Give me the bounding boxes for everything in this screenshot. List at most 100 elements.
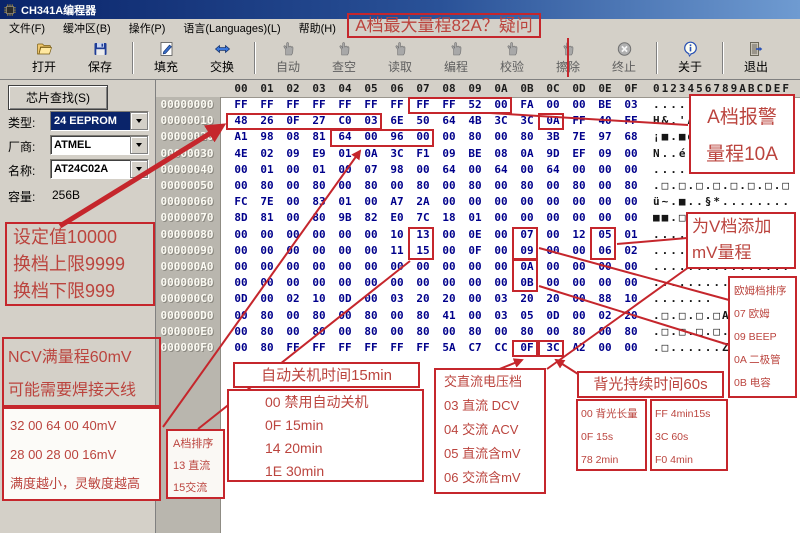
menu-file[interactable]: 文件(F) — [9, 23, 46, 35]
hex-byte[interactable]: 05 — [598, 227, 612, 241]
hex-byte[interactable]: 11 — [390, 243, 404, 257]
hex-byte[interactable]: 00 — [546, 211, 560, 225]
hex-byte[interactable]: 00 — [572, 260, 586, 273]
hex-byte[interactable]: 00 — [338, 324, 352, 338]
hex-byte[interactable]: 01 — [338, 146, 352, 160]
hex-byte[interactable]: 26 — [260, 114, 274, 128]
hex-byte[interactable]: 07 — [520, 227, 534, 241]
hex-byte[interactable]: 00 — [468, 162, 482, 176]
hex-ascii[interactable]: ü~.■..§*........ — [653, 195, 791, 209]
hex-byte[interactable]: 80 — [364, 324, 378, 338]
hex-byte[interactable]: 10 — [312, 292, 326, 306]
hex-byte[interactable]: 80 — [312, 308, 326, 322]
hex-byte[interactable]: 0D — [234, 292, 248, 306]
hex-byte[interactable]: A1 — [234, 130, 248, 144]
hex-byte[interactable]: 00 — [286, 195, 300, 209]
hex-byte[interactable]: FF — [234, 98, 248, 111]
hex-byte[interactable]: 00 — [338, 260, 352, 273]
hex-byte[interactable]: 03 — [494, 292, 508, 306]
hex-byte[interactable]: 00 — [260, 276, 274, 290]
hex-byte[interactable]: 00 — [286, 162, 300, 176]
hex-byte[interactable]: 00 — [442, 276, 456, 290]
hex-byte[interactable]: 0D — [546, 308, 560, 322]
hex-byte[interactable]: 00 — [468, 260, 482, 273]
hex-byte[interactable]: 00 — [234, 243, 248, 257]
hex-byte[interactable]: 64 — [442, 114, 456, 128]
hex-byte[interactable]: 00 — [260, 260, 274, 273]
hex-byte[interactable]: 27 — [312, 114, 326, 128]
hex-byte[interactable]: 80 — [364, 308, 378, 322]
hex-byte[interactable]: 81 — [312, 130, 326, 144]
hex-byte[interactable]: 9D — [546, 146, 560, 160]
hex-byte[interactable]: 3C — [494, 114, 508, 128]
swap-button[interactable]: 交换 — [194, 41, 250, 75]
hex-byte[interactable]: 40 — [598, 114, 612, 128]
hex-byte[interactable]: 20 — [416, 292, 430, 306]
hex-byte[interactable]: 00 — [520, 162, 534, 176]
hex-byte[interactable]: 0F — [468, 243, 482, 257]
hex-byte[interactable]: 00 — [572, 276, 586, 290]
hex-byte[interactable]: 00 — [286, 308, 300, 322]
hex-byte[interactable]: 00 — [442, 324, 456, 338]
hex-byte[interactable]: 00 — [598, 211, 612, 225]
chip-name-select[interactable]: AT24C02A — [50, 159, 149, 179]
hex-byte[interactable]: 00 — [442, 195, 456, 209]
hex-byte[interactable]: EF — [572, 146, 586, 160]
hex-byte[interactable]: 01 — [312, 162, 326, 176]
hex-byte[interactable]: 64 — [442, 162, 456, 176]
hex-byte[interactable]: 00 — [390, 276, 404, 290]
hex-byte[interactable]: 03 — [624, 98, 638, 111]
hex-byte[interactable]: 80 — [416, 308, 430, 322]
hex-byte[interactable]: 12 — [572, 227, 586, 241]
hex-byte[interactable]: 00 — [598, 324, 612, 338]
hex-byte[interactable]: BE — [468, 146, 482, 160]
hex-byte[interactable]: 00 — [364, 243, 378, 257]
hex-byte[interactable]: 0A — [520, 260, 534, 273]
hex-byte[interactable]: FF — [338, 341, 352, 354]
hex-byte[interactable]: 00 — [416, 130, 430, 144]
hex-byte[interactable]: A7 — [390, 195, 404, 209]
hex-byte[interactable]: 41 — [442, 308, 456, 322]
hex-ascii[interactable]: ¡■.■d.■..□.□;~■h — [653, 130, 791, 144]
hex-byte[interactable]: 81 — [260, 211, 274, 225]
hex-byte[interactable]: FF — [338, 98, 352, 111]
hex-byte[interactable]: 00 — [338, 276, 352, 290]
chevron-down-icon[interactable] — [130, 112, 148, 130]
menu-language[interactable]: 语言(Languages)(L) — [183, 23, 281, 35]
hex-byte[interactable]: F1 — [416, 146, 430, 160]
hex-byte[interactable]: 88 — [598, 292, 612, 306]
hex-ascii[interactable]: H&.'Å.nPdK<<..@. — [653, 114, 791, 128]
hex-byte[interactable]: 80 — [260, 179, 274, 192]
hex-byte[interactable]: CC — [494, 341, 508, 354]
hex-byte[interactable]: 00 — [598, 162, 612, 176]
hex-byte[interactable]: 00 — [234, 308, 248, 322]
hex-byte[interactable]: 00 — [260, 227, 274, 241]
hex-byte[interactable]: 00 — [598, 179, 612, 192]
hex-byte[interactable]: 00 — [338, 243, 352, 257]
hex-byte[interactable]: 03 — [390, 292, 404, 306]
hex-byte[interactable]: 00 — [520, 195, 534, 209]
hex-byte[interactable]: 97 — [598, 130, 612, 144]
hex-byte[interactable]: 3C — [520, 114, 534, 128]
hex-byte[interactable]: FA — [520, 98, 534, 111]
hex-byte[interactable]: E9 — [312, 146, 326, 160]
hex-byte[interactable]: 18 — [442, 211, 456, 225]
hex-byte[interactable]: 00 — [546, 324, 560, 338]
hex-byte[interactable]: 64 — [494, 162, 508, 176]
hex-byte[interactable]: 98 — [260, 130, 274, 144]
hex-byte[interactable]: 00 — [286, 243, 300, 257]
hex-byte[interactable]: A2 — [572, 341, 586, 354]
hex-byte[interactable]: 00 — [494, 324, 508, 338]
hex-byte[interactable]: 0F — [286, 114, 300, 128]
hex-byte[interactable]: 03 — [364, 114, 378, 128]
hex-byte[interactable]: 00 — [364, 276, 378, 290]
hex-byte[interactable]: 00 — [390, 324, 404, 338]
hex-byte[interactable]: 00 — [234, 260, 248, 273]
hex-byte[interactable]: 02 — [624, 243, 638, 257]
hex-byte[interactable]: 00 — [364, 130, 378, 144]
hex-ascii[interactable]: N..é..<ñ.¾..■ï.. — [653, 146, 791, 160]
hex-byte[interactable]: 00 — [572, 162, 586, 176]
hex-byte[interactable]: 96 — [390, 130, 404, 144]
hex-byte[interactable]: 00 — [312, 227, 326, 241]
hex-byte[interactable]: FF — [364, 98, 378, 111]
